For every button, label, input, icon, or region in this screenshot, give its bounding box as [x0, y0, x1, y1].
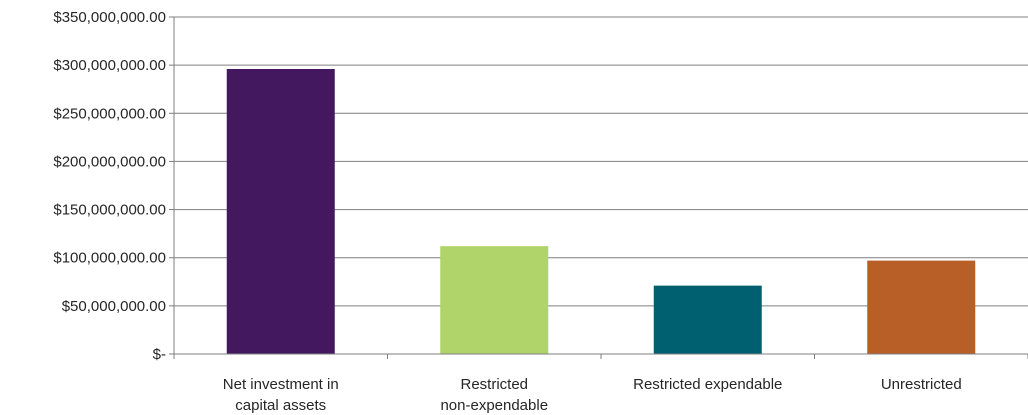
category-labels: Net investment in capital assets Restricte…: [223, 376, 962, 414]
category-label-line: non-expendable: [440, 397, 548, 414]
category-label: Restricted expendable: [633, 376, 782, 393]
bar: [226, 68, 335, 354]
bar: [440, 246, 549, 354]
y-tick-label: $-: [153, 346, 166, 363]
y-tick-label: $100,000,000.00: [53, 250, 166, 267]
axes: [169, 16, 1028, 359]
bars: [226, 68, 976, 354]
category-label: Net investment in capital assets: [223, 376, 339, 414]
y-tick-label: $50,000,000.00: [62, 298, 166, 315]
category-label-line: Restricted expendable: [633, 376, 782, 393]
category-label-line: Unrestricted: [881, 376, 962, 393]
y-tick-label: $200,000,000.00: [53, 153, 166, 170]
y-tick-labels: $- $50,000,000.00 $100,000,000.00 $150,000,…: [53, 9, 166, 363]
category-label: Unrestricted: [881, 376, 962, 393]
category-label-line: capital assets: [235, 397, 326, 414]
y-tick-label: $350,000,000.00: [53, 9, 166, 26]
bar: [653, 285, 762, 354]
category-label: Restricted non-expendable: [440, 376, 548, 414]
y-tick-label: $250,000,000.00: [53, 105, 166, 122]
y-tick-label: $150,000,000.00: [53, 202, 166, 219]
bar: [867, 260, 976, 354]
y-tick-label: $300,000,000.00: [53, 57, 166, 74]
category-label-line: Restricted: [460, 376, 528, 393]
category-label-line: Net investment in: [223, 376, 339, 393]
